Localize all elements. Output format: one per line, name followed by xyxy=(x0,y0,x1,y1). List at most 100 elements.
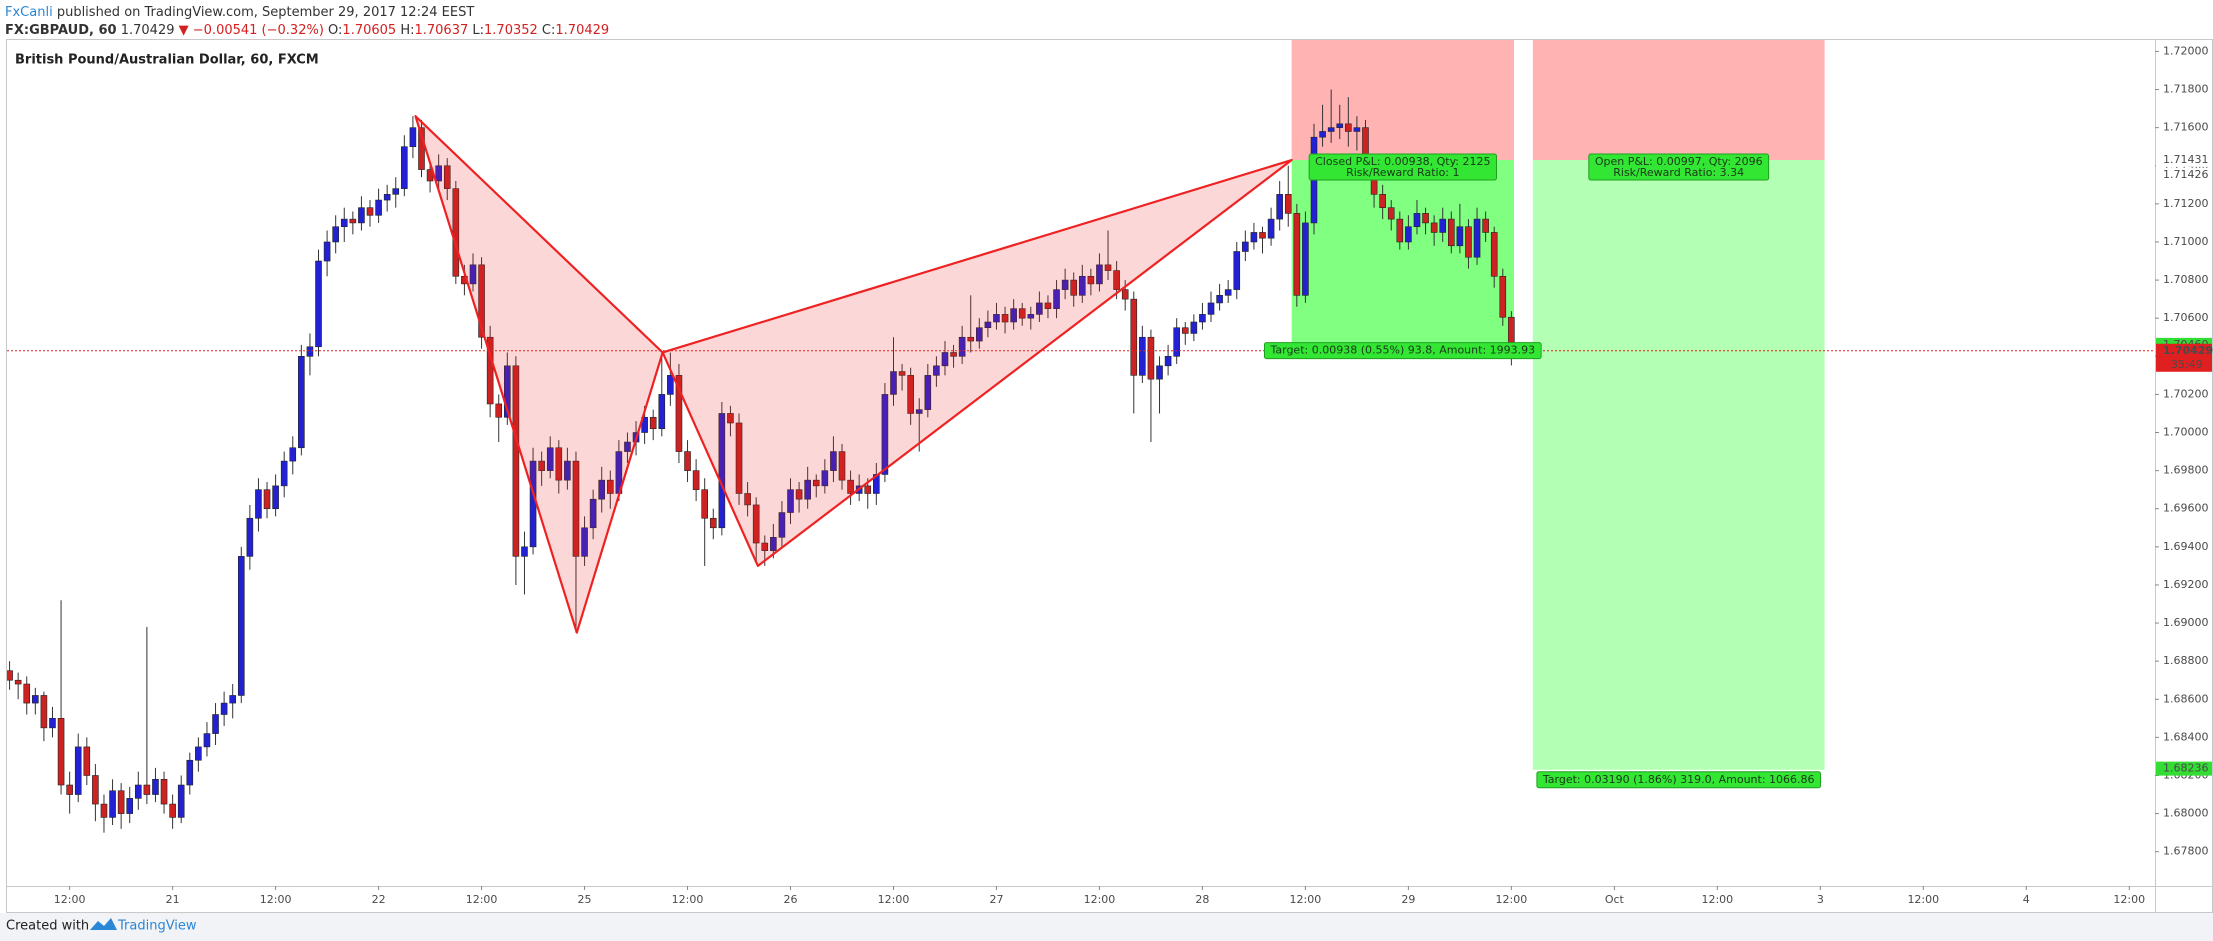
candle-body xyxy=(340,218,348,228)
footer-created: Created with xyxy=(6,919,89,934)
x-tick-label: Oct xyxy=(1605,893,1625,906)
candle-body xyxy=(958,336,966,357)
last-price-tag-box xyxy=(2156,343,2212,372)
y-tick-label: 1.70800 xyxy=(2163,273,2209,286)
candle-body xyxy=(950,352,957,357)
x-tick-label: 12:00 xyxy=(672,893,704,906)
candle-body xyxy=(1190,321,1198,334)
candle-body xyxy=(1413,213,1421,228)
price-tag: 1.71431 xyxy=(2163,153,2209,166)
candle-body xyxy=(830,451,837,471)
candle-body xyxy=(1259,232,1266,239)
x-tick-label: 22 xyxy=(372,893,386,906)
candle-body xyxy=(23,683,31,704)
price-tag: 1.68236 xyxy=(2163,762,2209,775)
published: published on TradingView.com, September … xyxy=(57,5,474,20)
y-tick-label: 1.69200 xyxy=(2163,578,2209,591)
candle-body xyxy=(1439,218,1447,233)
candle-body xyxy=(1173,327,1180,357)
publish-line: FxCanli published on TradingView.com, Se… xyxy=(5,5,474,20)
candle-body xyxy=(521,546,528,557)
y-tick-label: 1.70200 xyxy=(2163,387,2209,400)
brand-logo xyxy=(90,918,117,930)
candle-body xyxy=(40,695,48,729)
candle-body xyxy=(1242,241,1249,252)
candle-body xyxy=(1010,308,1017,323)
candle-body xyxy=(1430,222,1438,233)
candle-body xyxy=(787,489,794,513)
candle-body xyxy=(1490,232,1498,277)
x-tick-label: 3 xyxy=(1817,893,1824,906)
candle-body xyxy=(186,759,194,786)
x-tick-label: 4 xyxy=(2023,893,2030,906)
footer-bar xyxy=(0,913,2213,941)
candle-body xyxy=(1327,127,1335,132)
candle-body xyxy=(1027,314,1035,319)
candle-body xyxy=(255,489,262,519)
candle-body xyxy=(1284,194,1292,214)
x-tick-label: 26 xyxy=(784,893,798,906)
candle-body xyxy=(195,746,202,761)
y-tick-label: 1.69400 xyxy=(2163,540,2209,553)
candle-body xyxy=(581,527,588,557)
candle-body xyxy=(649,416,657,430)
candle-body xyxy=(1070,279,1078,296)
candle-body xyxy=(1387,207,1395,220)
candle-body xyxy=(246,517,254,557)
candle-body xyxy=(117,790,125,814)
candle-body xyxy=(1121,289,1129,300)
candle-body xyxy=(143,784,151,795)
x-tick-label: 21 xyxy=(166,893,180,906)
candle-body xyxy=(1053,289,1060,309)
candle-body xyxy=(881,394,889,475)
y-tick-label: 1.69600 xyxy=(2163,502,2209,515)
c-label: C: xyxy=(542,23,555,38)
candle-body xyxy=(564,460,571,481)
candle-body xyxy=(220,702,228,715)
candle-body xyxy=(512,365,520,557)
candle-body xyxy=(658,394,666,430)
y-tick-label: 1.67800 xyxy=(2163,845,2209,858)
candle-body xyxy=(933,365,940,376)
candle-body xyxy=(1199,314,1206,323)
y-tick-label: 1.68600 xyxy=(2163,692,2209,705)
candle-body xyxy=(692,470,700,490)
x-tick-label: 12:00 xyxy=(260,893,292,906)
position-loss-zone xyxy=(1291,40,1514,161)
x-tick-label: 12:00 xyxy=(1496,893,1528,906)
price-tag-box xyxy=(2156,152,2212,167)
candle-body xyxy=(1422,213,1429,224)
candle-body xyxy=(1181,327,1189,334)
l-value: 1.70352 xyxy=(484,23,538,38)
candle-body xyxy=(1353,127,1361,132)
candle-body xyxy=(727,413,734,424)
candle-body xyxy=(1061,279,1069,290)
candle-body xyxy=(1276,194,1283,220)
candle-body xyxy=(109,790,116,818)
candle-body xyxy=(1405,226,1412,243)
pl-label-box xyxy=(1588,153,1770,181)
candle-body xyxy=(701,489,708,519)
candle-body xyxy=(14,679,22,685)
symbol-line: FX:GBPAUD, 60 1.70429 ▼ −0.00541 (−0.32%… xyxy=(5,23,609,38)
candle-body xyxy=(838,451,846,481)
candle-body xyxy=(1396,218,1404,243)
c-value: 1.70429 xyxy=(555,23,609,38)
candle-body xyxy=(873,474,880,494)
l-label: L: xyxy=(472,23,484,38)
candle-body xyxy=(375,199,382,216)
candle-body xyxy=(1319,131,1326,138)
candle-body xyxy=(778,512,786,538)
candle-body xyxy=(795,489,803,500)
author: FxCanli xyxy=(5,5,53,20)
candle-body xyxy=(100,803,108,818)
candle-body xyxy=(718,413,726,529)
candle-body xyxy=(941,352,949,367)
candle-body xyxy=(332,226,339,243)
candle-body xyxy=(366,207,374,216)
pl-label: Open P&L: 0.00997, Qty: 2096 xyxy=(1595,155,1763,168)
price-tag: 1.71426 xyxy=(2163,168,2209,181)
candle-body xyxy=(598,479,606,500)
candle-body xyxy=(1164,355,1172,367)
